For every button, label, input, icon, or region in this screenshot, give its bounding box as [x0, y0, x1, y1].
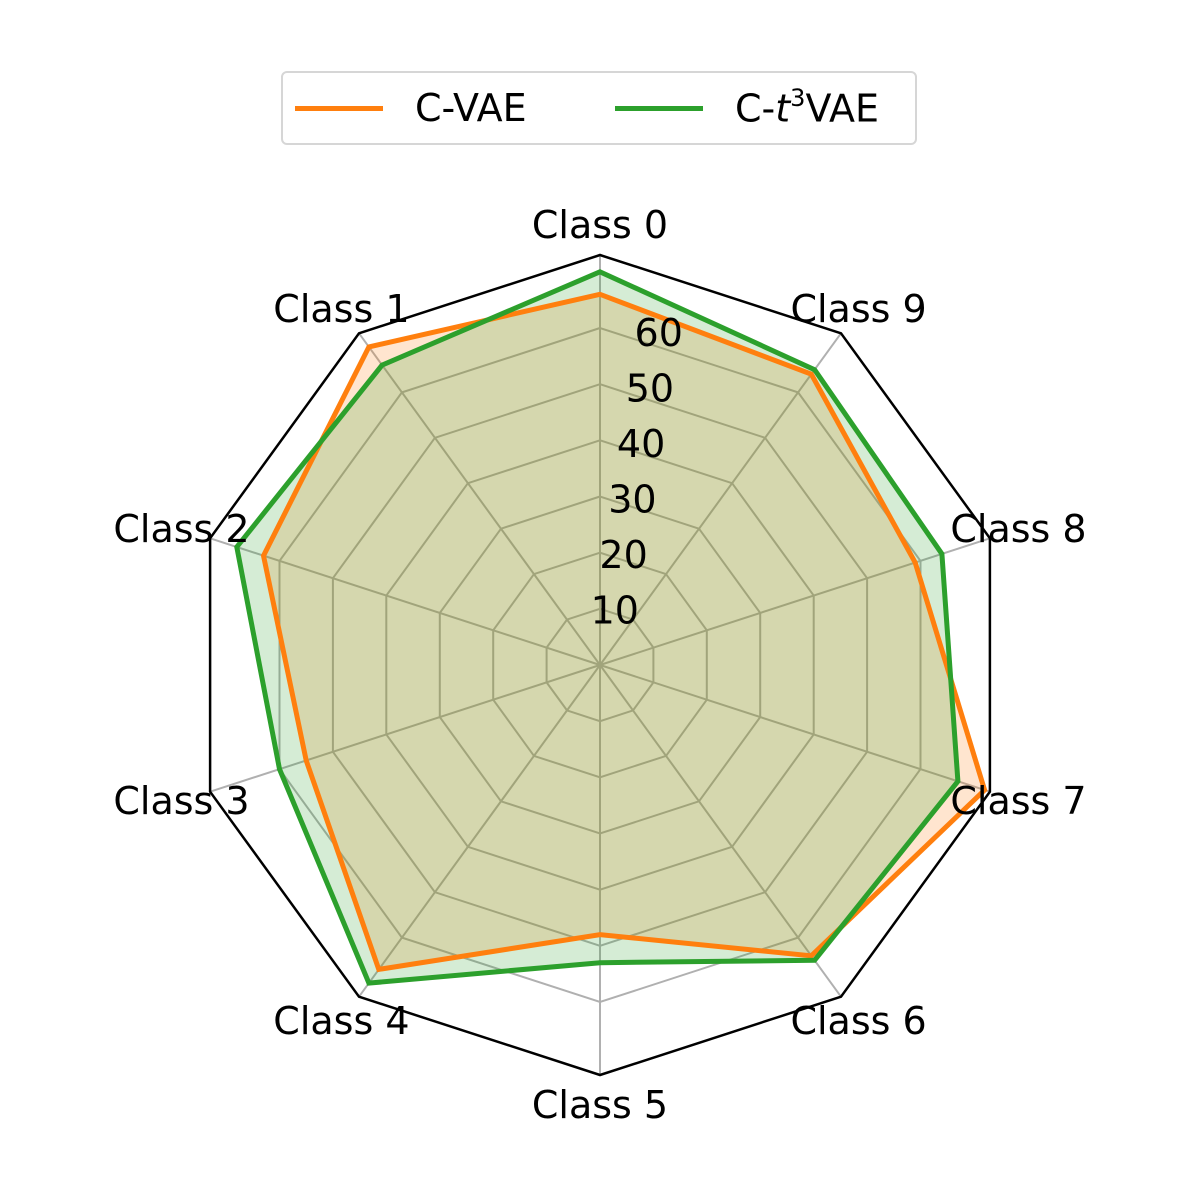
- spoke-line: [599, 664, 991, 793]
- legend-label-part: C-: [735, 86, 776, 131]
- radial-tick-label: 30: [608, 478, 656, 522]
- grid-ring: [545, 607, 655, 723]
- outer-decagon: [208, 253, 992, 1077]
- spoke-line: [358, 332, 601, 666]
- legend-swatch-c-vae: [295, 105, 383, 111]
- radial-tick-label: 40: [617, 422, 665, 466]
- radial-tick-label: 10: [591, 589, 639, 633]
- series-fill-0: [263, 294, 985, 970]
- spoke-line: [599, 537, 991, 666]
- category-label: Class 2: [113, 507, 249, 551]
- legend-item-c-t3vae: C-t3VAE: [615, 73, 879, 143]
- category-label: Class 9: [790, 287, 926, 331]
- category-label: Class 7: [950, 779, 1086, 823]
- legend-label-c-vae: C-VAE: [415, 86, 527, 130]
- category-label: Class 4: [273, 999, 409, 1043]
- category-label: Class 5: [532, 1083, 668, 1127]
- spoke-line: [358, 664, 601, 998]
- category-label: Class 3: [113, 779, 249, 823]
- series-line-1: [234, 269, 961, 986]
- category-label: Class 1: [273, 287, 409, 331]
- radial-tick-label: 60: [635, 311, 683, 355]
- spoke-line: [209, 537, 601, 666]
- category-label: Class 8: [950, 507, 1086, 551]
- radial-tick-label: 20: [599, 533, 647, 577]
- grid-ring: [492, 551, 708, 779]
- legend-label-part: 3: [790, 83, 806, 112]
- series-layer: [234, 269, 988, 986]
- grid-ring: [438, 495, 762, 835]
- category-labels: Class 0 Class 1 Class 2 Class 3 Class 4 Class…: [113, 203, 1086, 1127]
- radial-tick-labels: 10 20 30 40 50 60: [591, 311, 683, 632]
- grid-ring: [331, 383, 869, 947]
- series-line-0: [260, 291, 988, 973]
- legend-label-part: VAE: [805, 86, 880, 131]
- grid-ring: [385, 439, 815, 891]
- legend-item-c-vae: C-VAE: [295, 73, 527, 143]
- legend: C-VAE C-t3VAE: [281, 71, 917, 145]
- category-label: Class 6: [790, 999, 926, 1043]
- legend-label-c-t3vae: C-t3VAE: [735, 83, 880, 131]
- spoke-line: [599, 332, 842, 666]
- spoke-line: [209, 664, 601, 793]
- spoke-line: [599, 664, 842, 998]
- legend-label-part: t: [775, 86, 791, 131]
- grid-ring: [278, 326, 922, 1004]
- category-label: Class 0: [532, 203, 668, 247]
- outer-frame: [208, 253, 992, 1077]
- radial-grid: [209, 255, 991, 1075]
- series-fill-1: [236, 271, 958, 984]
- radial-tick-label: 50: [626, 367, 674, 411]
- legend-swatch-c-t3vae: [615, 105, 703, 111]
